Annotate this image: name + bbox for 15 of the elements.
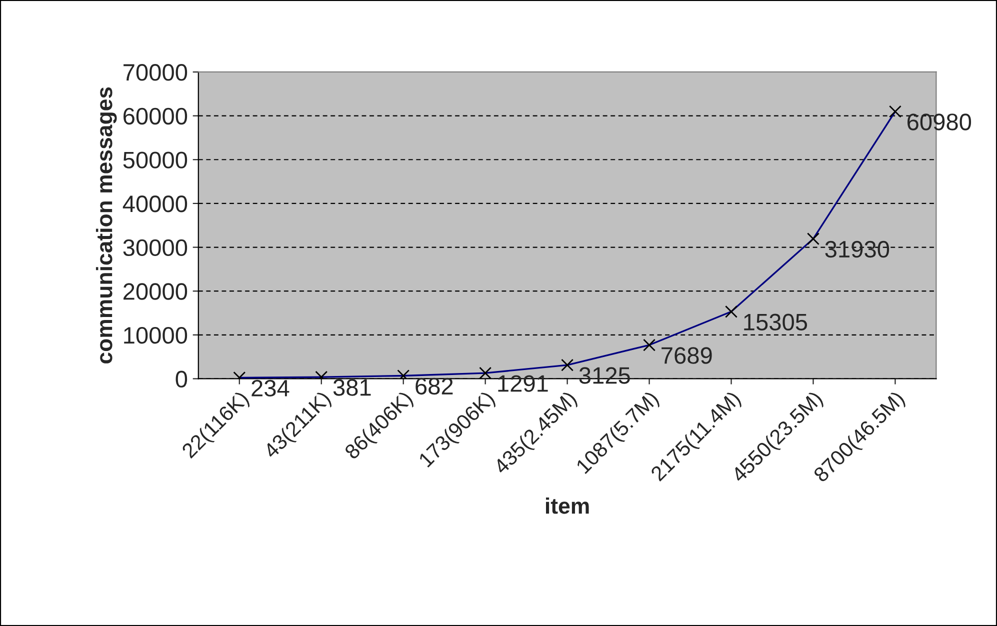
y-tick-label: 0 — [176, 370, 188, 388]
data-label: 31930 — [825, 240, 890, 258]
y-tick-label: 40000 — [122, 196, 188, 212]
y-tick-label: 60000 — [124, 108, 188, 125]
data-label: 15305 — [744, 314, 808, 330]
y-tick-label: 20000 — [124, 283, 188, 300]
y-tick-label: 30000 — [123, 239, 188, 256]
data-label: 7689 — [662, 347, 712, 364]
y-tick-label: 70000 — [124, 64, 188, 81]
y-tick-label: 50000 — [123, 152, 188, 168]
y-axis-title: communication messages — [96, 87, 117, 364]
y-tick-label: 10000 — [124, 326, 188, 344]
data-label: 1291 — [498, 375, 548, 392]
data-label: 682 — [416, 378, 453, 395]
x-axis-title: item — [546, 498, 589, 514]
